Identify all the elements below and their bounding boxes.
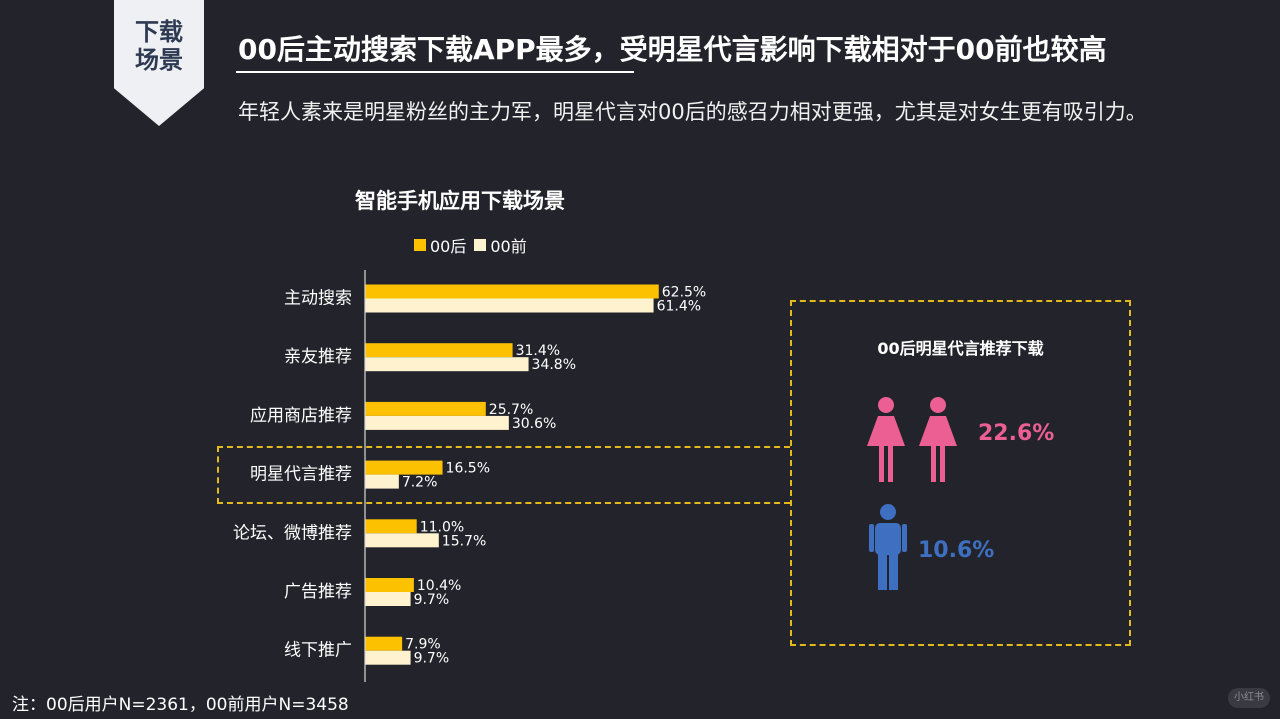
legend-label-00hou: 00后 — [430, 237, 467, 256]
watermark: 小红书 — [1228, 688, 1270, 708]
data-label: 7.2% — [402, 475, 438, 491]
bar-00hou — [365, 519, 417, 534]
data-label: 61.4% — [657, 299, 701, 315]
bar-00hou — [365, 636, 403, 651]
male-value: 10.6% — [918, 538, 995, 563]
category-label: 广告推荐 — [284, 582, 352, 602]
section-tag-line1: 下载 — [135, 18, 183, 46]
bar-00hou — [365, 343, 513, 358]
female-figure-icon — [867, 397, 905, 482]
category-label: 明星代言推荐 — [250, 465, 352, 485]
female-figure-icon — [919, 397, 957, 482]
data-label: 25.7% — [489, 402, 533, 418]
bar-00qian — [365, 474, 399, 489]
chart-legend: 00后 00前 — [414, 233, 535, 257]
celebrity-panel: 00后明星代言推荐下载 22.6% 10.6% — [790, 300, 1131, 646]
subtitle: 年轻人素来是明星粉丝的主力军，明星代言对00后的感召力相对更强，尤其是对女生更有… — [238, 100, 1147, 124]
bar-00qian — [365, 415, 509, 430]
data-label: 9.7% — [414, 592, 450, 608]
bar-00qian — [365, 298, 654, 313]
bar-00hou — [365, 401, 486, 416]
data-label: 62.5% — [662, 285, 706, 301]
data-label: 16.5% — [446, 461, 490, 477]
panel-title: 00后明星代言推荐下载 — [877, 339, 1044, 358]
bar-00qian — [365, 533, 439, 548]
headline: 00后主动搜索下载APP最多，受明星代言影响下载相对于00前也较高 — [238, 33, 1107, 66]
bar-00hou — [365, 578, 414, 592]
legend-swatch-00qian — [474, 239, 487, 251]
bar-00hou — [365, 284, 659, 299]
chart-title: 智能手机应用下载场景 — [355, 189, 565, 213]
data-label: 10.4% — [417, 578, 461, 594]
legend-item-00hou: 00后 — [414, 233, 466, 257]
data-label: 34.8% — [532, 357, 576, 373]
category-label: 亲友推荐 — [284, 347, 352, 367]
footnote: 注：00后用户N=2361，00前用户N=3458 — [12, 695, 349, 715]
bar-00hou — [365, 460, 443, 475]
data-label: 31.4% — [516, 343, 560, 359]
bar-00qian — [365, 592, 411, 606]
section-tag-line2: 场景 — [135, 46, 183, 74]
data-label: 15.7% — [442, 533, 486, 549]
category-label: 论坛、微博推荐 — [233, 523, 352, 543]
category-label: 主动搜索 — [284, 289, 352, 309]
category-label: 应用商店推荐 — [250, 406, 352, 426]
data-label: 11.0% — [420, 519, 464, 535]
category-label: 线下推广 — [284, 641, 352, 661]
legend-item-00qian: 00前 — [474, 233, 527, 257]
data-label: 9.7% — [414, 651, 450, 667]
male-figure-icon — [869, 504, 907, 590]
bar-00qian — [365, 650, 411, 665]
legend-swatch-00hou — [414, 239, 426, 251]
data-label: 7.9% — [405, 637, 441, 653]
bar-00qian — [365, 357, 529, 372]
headline-underline — [236, 71, 634, 73]
female-value: 22.6% — [978, 421, 1055, 446]
data-label: 30.6% — [512, 416, 556, 432]
legend-label-00qian: 00前 — [490, 237, 527, 256]
highlight-box — [217, 446, 790, 504]
